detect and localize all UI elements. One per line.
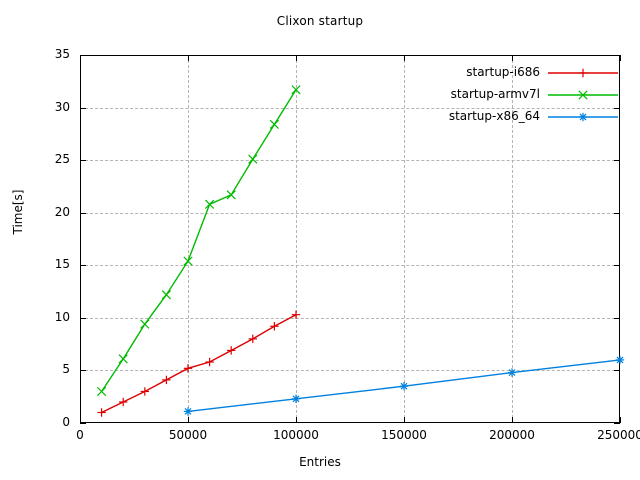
data-point-marker bbox=[578, 112, 588, 122]
gridline-horizontal bbox=[80, 160, 620, 162]
y-axis-tick-label: 20 bbox=[54, 204, 70, 219]
x-axis-tick bbox=[296, 417, 297, 423]
y-axis-tick bbox=[80, 160, 86, 162]
y-axis-tick bbox=[80, 212, 86, 214]
gridline-vertical bbox=[188, 55, 189, 423]
y-axis-tick-label: 5 bbox=[62, 362, 70, 377]
gridline-vertical bbox=[512, 55, 513, 423]
chart-title: Clixon startup bbox=[276, 14, 364, 28]
y-axis-tick bbox=[80, 107, 86, 109]
x-axis-tick bbox=[404, 55, 405, 61]
gridline-horizontal bbox=[80, 107, 620, 109]
x-axis-tick bbox=[620, 417, 621, 423]
y-axis-tick bbox=[614, 370, 620, 372]
data-point-marker bbox=[578, 68, 588, 78]
y-axis-tick bbox=[80, 55, 86, 56]
y-axis-tick bbox=[80, 265, 86, 267]
gridline-horizontal bbox=[80, 317, 620, 319]
x-axis-tick-label: 50000 bbox=[168, 428, 208, 442]
legend-item-2: startup-armv7l bbox=[415, 83, 620, 105]
y-axis-tick bbox=[614, 107, 620, 109]
x-axis-tick bbox=[80, 55, 81, 61]
y-axis-tick-label: 30 bbox=[54, 99, 70, 114]
y-axis-tick-label: 15 bbox=[54, 257, 70, 272]
legend: startup-i686 startup-armv7l startup-x86_64 bbox=[415, 55, 620, 127]
x-axis-tick-label: 150000 bbox=[381, 428, 427, 442]
x-axis-tick bbox=[188, 55, 189, 61]
y-axis-tick bbox=[614, 265, 620, 267]
y-axis-tick-label: 35 bbox=[54, 47, 70, 61]
gridline-horizontal bbox=[80, 265, 620, 267]
legend-item-1: startup-i686 bbox=[415, 61, 620, 83]
legend-label: startup-armv7l bbox=[450, 87, 540, 101]
data-point-marker bbox=[578, 90, 588, 100]
legend-label: startup-i686 bbox=[466, 65, 540, 79]
y-axis-tick bbox=[614, 160, 620, 162]
gridline-horizontal bbox=[80, 212, 620, 214]
x-axis-tick-label: 0 bbox=[76, 428, 84, 442]
y-axis-label: Time[s] bbox=[11, 189, 25, 235]
y-axis-tick bbox=[614, 317, 620, 319]
y-axis-tick bbox=[614, 212, 620, 214]
x-axis-tick bbox=[620, 55, 621, 61]
gridline-horizontal bbox=[80, 370, 620, 372]
legend-label: startup-x86_64 bbox=[448, 109, 540, 123]
x-axis-tick-label: 100000 bbox=[273, 428, 319, 442]
legend-sample-plus-icon bbox=[546, 65, 620, 79]
y-axis-tick-label: 0 bbox=[62, 415, 70, 429]
x-axis-tick bbox=[80, 417, 81, 423]
gridline-vertical bbox=[296, 55, 297, 423]
x-axis-tick-label: 250000 bbox=[597, 428, 640, 442]
x-axis-tick-label: 200000 bbox=[489, 428, 535, 442]
x-axis-tick bbox=[404, 417, 405, 423]
legend-sample-star-icon bbox=[546, 109, 620, 123]
y-axis-tick bbox=[80, 317, 86, 319]
y-axis-tick bbox=[80, 370, 86, 372]
gridline-vertical bbox=[404, 55, 405, 423]
x-axis-tick bbox=[188, 417, 189, 423]
legend-sample-cross-icon bbox=[546, 87, 620, 101]
x-axis-tick bbox=[512, 417, 513, 423]
legend-item-3: startup-x86_64 bbox=[415, 105, 620, 127]
y-axis-tick-label: 10 bbox=[54, 309, 70, 324]
y-axis-tick bbox=[80, 423, 86, 424]
y-axis-tick bbox=[614, 55, 620, 56]
y-axis-tick-label: 25 bbox=[54, 152, 70, 167]
x-axis-tick bbox=[296, 55, 297, 61]
x-axis-tick bbox=[512, 55, 513, 61]
y-axis-tick bbox=[614, 423, 620, 424]
x-axis-label: Entries bbox=[299, 455, 341, 469]
